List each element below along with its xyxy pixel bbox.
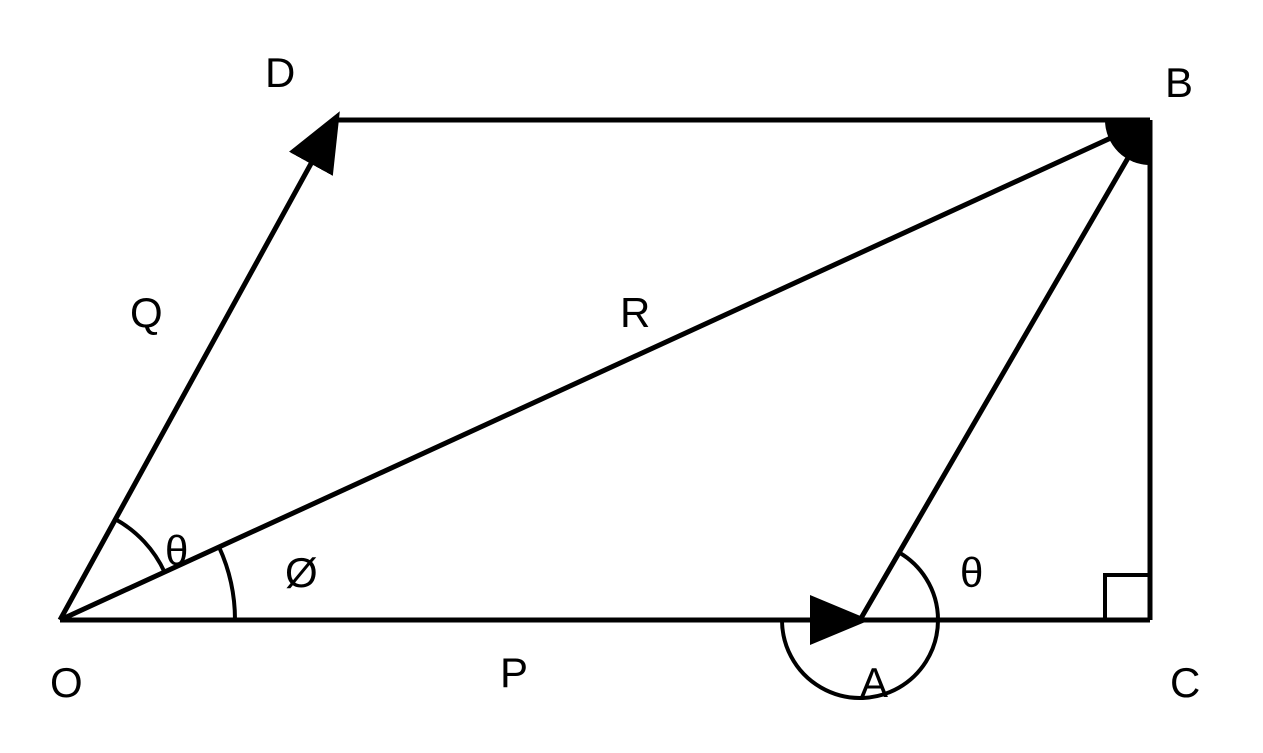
- angle-label-theta_O: θ: [165, 527, 188, 575]
- vector-diagram: [0, 0, 1263, 753]
- point-label-A: A: [860, 659, 888, 707]
- point-label-O: O: [50, 659, 83, 707]
- edge-label-P: P: [500, 649, 528, 697]
- point-label-C: C: [1170, 659, 1200, 707]
- point-label-D: D: [265, 49, 295, 97]
- edge-label-R: R: [620, 289, 650, 337]
- angle-label-phi_O: Ø: [285, 549, 318, 597]
- point-label-B: B: [1165, 59, 1193, 107]
- angle-label-theta_A: θ: [960, 549, 983, 597]
- edge-label-Q: Q: [130, 289, 163, 337]
